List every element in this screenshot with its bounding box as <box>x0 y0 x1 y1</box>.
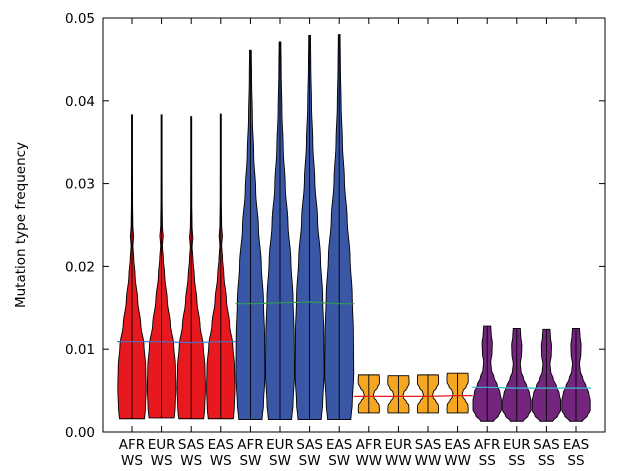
x-tick-label-population: AFR <box>474 437 500 453</box>
plot-area-frame <box>102 17 606 433</box>
x-tick-label-type: WW <box>355 453 382 469</box>
x-tick-label-population: SAS <box>533 437 560 453</box>
y-axis-title: Mutation type frequency <box>13 142 29 308</box>
y-axis: 0.00 0.01 0.02 0.03 0.04 0.05 <box>65 11 605 441</box>
x-tick-label-type: SS <box>508 453 525 469</box>
x-tick-label-type: SS <box>567 453 584 469</box>
violins-layer <box>117 34 591 422</box>
x-tick-label-type: WW <box>444 453 471 469</box>
x-tick-label-type: SW <box>269 453 291 469</box>
x-tick-label-type: WS <box>121 453 143 469</box>
x-tick-label-population: SAS <box>415 437 442 453</box>
x-tick-label-population: EAS <box>208 437 234 453</box>
x-tick-label-population: AFR <box>119 437 145 453</box>
y-tick-label: 0.03 <box>65 177 95 193</box>
mean-line-ws <box>117 341 236 344</box>
x-tick-label-type: WW <box>385 453 412 469</box>
x-tick-label-population: EUR <box>503 437 531 453</box>
y-tick-label: 0.01 <box>65 342 95 358</box>
mean-line-ww <box>353 395 473 397</box>
x-tick-label-type: SW <box>299 453 321 469</box>
x-tick-label-population: EAS <box>444 437 470 453</box>
y-tick-label: 0.05 <box>65 11 95 27</box>
x-tick-label-type: SW <box>328 453 350 469</box>
x-axis: AFRWSEURWSSASWSEASWSAFRSWEURSWSASSWEASSW… <box>119 18 589 469</box>
x-tick-label-population: EAS <box>326 437 352 453</box>
mean-lines-layer <box>117 301 591 397</box>
x-tick-label-type: WW <box>415 453 442 469</box>
x-tick-label-type: SS <box>479 453 496 469</box>
x-tick-label-population: EUR <box>266 437 294 453</box>
x-tick-label-type: WS <box>151 453 173 469</box>
x-tick-label-population: AFR <box>237 437 263 453</box>
y-tick-label: 0.00 <box>65 425 95 441</box>
x-tick-label-type: WS <box>180 453 202 469</box>
x-tick-label-type: SW <box>239 453 261 469</box>
y-tick-label: 0.02 <box>65 259 95 275</box>
x-tick-label-population: SAS <box>296 437 323 453</box>
mean-line-sw <box>235 301 355 305</box>
mean-line-ss <box>472 386 591 389</box>
x-tick-label-population: EUR <box>148 437 176 453</box>
x-tick-label-population: EUR <box>385 437 413 453</box>
y-tick-label: 0.04 <box>65 94 95 110</box>
x-tick-label-type: SS <box>538 453 555 469</box>
x-tick-label-type: WS <box>210 453 232 469</box>
x-tick-label-population: AFR <box>356 437 382 453</box>
x-tick-label-population: SAS <box>178 437 205 453</box>
x-tick-label-population: EAS <box>563 437 589 453</box>
